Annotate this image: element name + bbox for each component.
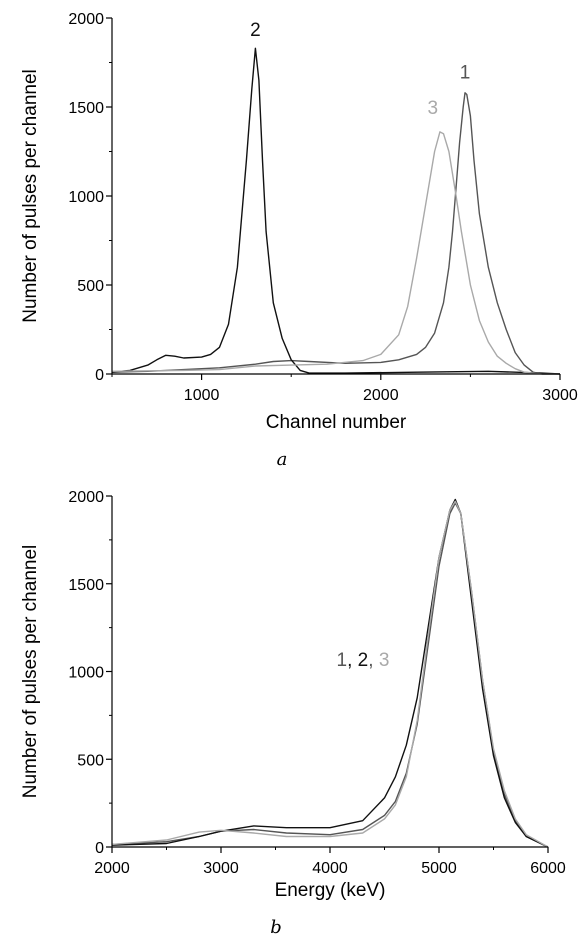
chart-panel-a: 1000 2000 3000 0 500 1000 1500 2000 Channel numb… xyxy=(20,11,578,470)
curve-label-1: 1 xyxy=(460,63,471,84)
annotation-part: , xyxy=(368,650,379,671)
series-line-2 xyxy=(111,498,549,848)
y-tick-label: 1000 xyxy=(68,665,104,682)
series-line-2 xyxy=(111,47,561,375)
x-tick-label: 2000 xyxy=(363,387,399,404)
y-tick-label: 0 xyxy=(95,840,104,857)
y-tick-label: 0 xyxy=(95,367,104,384)
annotation-part: 2 xyxy=(358,650,369,671)
y-tick-label: 500 xyxy=(77,752,104,769)
chart-panel-b: 2000 3000 4000 5000 6000 0 500 1000 1500 2000 Ener… xyxy=(20,489,566,938)
curve-label-3: 3 xyxy=(427,98,438,119)
y-tick-label: 1500 xyxy=(68,100,104,117)
series-line-3 xyxy=(111,131,560,375)
y-axis-title: Number of pulses per channel xyxy=(20,545,41,798)
x-axis-title: Energy (keV) xyxy=(275,880,386,901)
panel-letter: b xyxy=(270,917,282,938)
curve-label-2: 2 xyxy=(250,20,261,41)
annotation-part: 3 xyxy=(379,650,390,671)
y-tick-label: 2000 xyxy=(68,11,104,28)
x-tick-label: 6000 xyxy=(530,860,566,877)
y-axis-title: Number of pulses per channel xyxy=(20,69,41,322)
panel-letter: a xyxy=(277,449,288,470)
y-tick-label: 2000 xyxy=(68,489,104,506)
curve-labels-annotation: 1, 2, 3 xyxy=(337,650,390,671)
annotation-part: 1 xyxy=(337,650,348,671)
x-tick-label: 1000 xyxy=(184,387,220,404)
x-tick-label: 2000 xyxy=(94,860,130,877)
x-axis-title: Channel number xyxy=(266,412,407,433)
x-tick-label: 5000 xyxy=(421,860,457,877)
series-line-1 xyxy=(111,92,560,375)
y-tick-label: 500 xyxy=(77,278,104,295)
y-tick-label: 1500 xyxy=(68,577,104,594)
x-tick-label: 4000 xyxy=(312,860,348,877)
y-tick-label: 1000 xyxy=(68,189,104,206)
annotation-part: , xyxy=(347,650,358,671)
series-line-3 xyxy=(111,500,549,848)
x-tick-label: 3000 xyxy=(542,387,578,404)
x-tick-label: 3000 xyxy=(203,860,239,877)
